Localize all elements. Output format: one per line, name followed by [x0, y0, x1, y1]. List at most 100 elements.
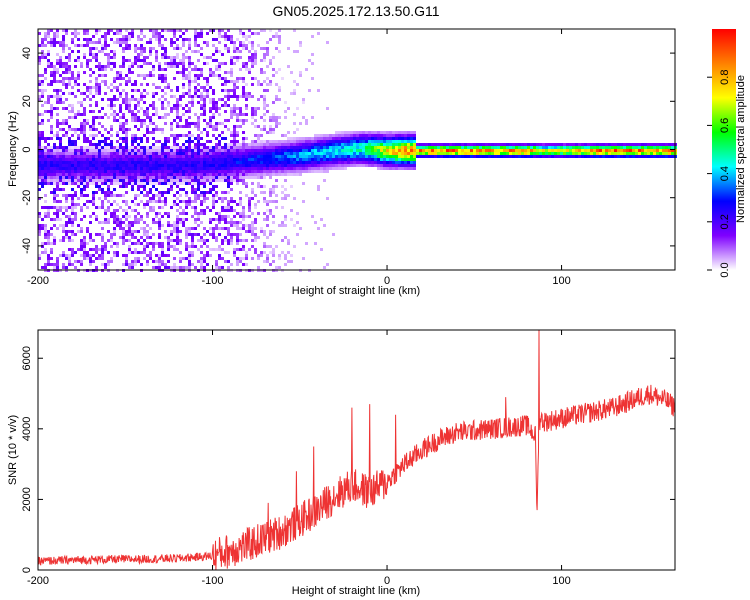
heatmap-cell [59, 152, 62, 155]
heatmap-cell [182, 83, 185, 86]
heatmap-cell [119, 128, 122, 131]
heatmap-cell [146, 194, 149, 197]
heatmap-cell [284, 167, 287, 170]
heatmap-cell [662, 143, 665, 146]
heatmap-cell [260, 29, 263, 32]
heatmap-cell [254, 143, 257, 146]
heatmap-cell [146, 182, 149, 185]
heatmap-cell [230, 221, 233, 224]
heatmap-cell [65, 107, 68, 110]
heatmap-cell [566, 152, 569, 155]
heatmap-cell [95, 128, 98, 131]
heatmap-cell [152, 221, 155, 224]
heatmap-cell [236, 143, 239, 146]
heatmap-cell [89, 167, 92, 170]
heatmap-cell [254, 113, 257, 116]
heatmap-cell [578, 146, 581, 149]
heatmap-cell [224, 77, 227, 80]
heatmap-cell [188, 149, 191, 152]
heatmap-cell [113, 209, 116, 212]
heatmap-cell [167, 179, 170, 182]
heatmap-cell [353, 146, 356, 149]
heatmap-cell [407, 149, 410, 152]
heatmap-cell [191, 188, 194, 191]
heatmap-cell [53, 212, 56, 215]
heatmap-cell [128, 104, 131, 107]
heatmap-cell [107, 143, 110, 146]
heatmap-cell [56, 137, 59, 140]
heatmap-cell [308, 140, 311, 143]
heatmap-cell [182, 77, 185, 80]
heatmap-cell [56, 35, 59, 38]
heatmap-cell [128, 80, 131, 83]
heatmap-cell [221, 77, 224, 80]
heatmap-cell [155, 38, 158, 41]
heatmap-cell [92, 95, 95, 98]
heatmap-cell [101, 176, 104, 179]
heatmap-cell [200, 203, 203, 206]
heatmap-cell [128, 158, 131, 161]
heatmap-cell [95, 215, 98, 218]
heatmap-cell [374, 158, 377, 161]
heatmap-cell [239, 164, 242, 167]
heatmap-cell [89, 158, 92, 161]
heatmap-cell [179, 47, 182, 50]
heatmap-cell [107, 167, 110, 170]
heatmap-cell [239, 44, 242, 47]
heatmap-cell [59, 80, 62, 83]
heatmap-cell [77, 71, 80, 74]
heatmap-cell [71, 38, 74, 41]
heatmap-cell [167, 236, 170, 239]
heatmap-cell [263, 185, 266, 188]
heatmap-cell [521, 155, 524, 158]
heatmap-cell [191, 149, 194, 152]
heatmap-cell [209, 68, 212, 71]
heatmap-cell [257, 266, 260, 269]
heatmap-cell [377, 155, 380, 158]
heatmap-cell [131, 155, 134, 158]
heatmap-cell [281, 251, 284, 254]
heatmap-cell [62, 62, 65, 65]
heatmap-cell [125, 215, 128, 218]
heatmap-cell [293, 170, 296, 173]
heatmap-cell [143, 257, 146, 260]
heatmap-cell [533, 155, 536, 158]
heatmap-cell [218, 35, 221, 38]
heatmap-cell [230, 182, 233, 185]
heatmap-cell [68, 170, 71, 173]
heatmap-cell [263, 170, 266, 173]
heatmap-cell [476, 149, 479, 152]
heatmap-cell [275, 161, 278, 164]
heatmap-cell [233, 104, 236, 107]
heatmap-cell [275, 71, 278, 74]
heatmap-cell [143, 239, 146, 242]
heatmap-cell [299, 41, 302, 44]
heatmap-cell [56, 152, 59, 155]
heatmap-cell [113, 98, 116, 101]
heatmap-cell [122, 200, 125, 203]
heatmap-cell [341, 152, 344, 155]
heatmap-cell [56, 212, 59, 215]
heatmap-cell [311, 35, 314, 38]
heatmap-cell [332, 152, 335, 155]
heatmap-cell [215, 167, 218, 170]
heatmap-cell [257, 140, 260, 143]
heatmap-cell [212, 89, 215, 92]
heatmap-cell [101, 140, 104, 143]
heatmap-cell [257, 152, 260, 155]
heatmap-cell [158, 41, 161, 44]
heatmap-cell [212, 176, 215, 179]
heatmap-cell [263, 143, 266, 146]
heatmap-cell [359, 161, 362, 164]
heatmap-cell [122, 35, 125, 38]
heatmap-cell [68, 158, 71, 161]
heatmap-cell [239, 152, 242, 155]
heatmap-cell [170, 224, 173, 227]
heatmap-cell [245, 170, 248, 173]
heatmap-cell [131, 71, 134, 74]
heatmap-cell [302, 158, 305, 161]
heatmap-cell [599, 143, 602, 146]
colorbar-tick-label: 0.6 [719, 118, 731, 133]
heatmap-cell [401, 137, 404, 140]
